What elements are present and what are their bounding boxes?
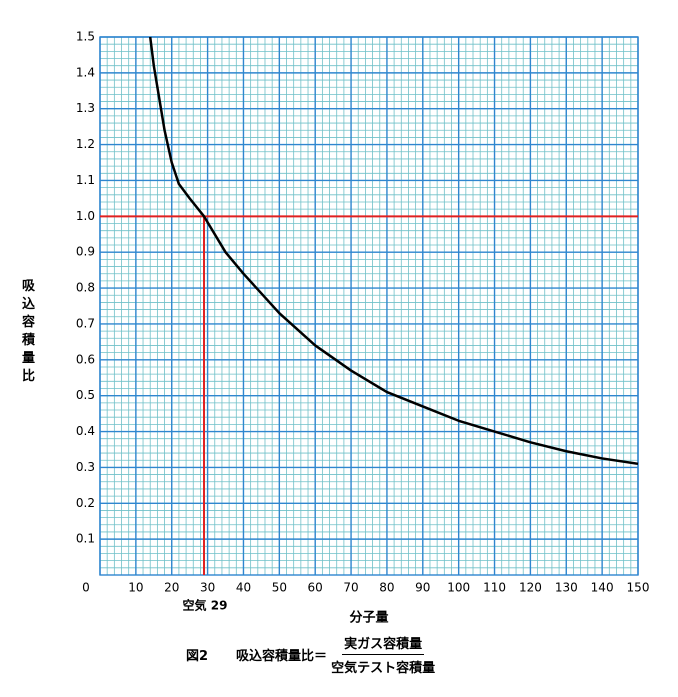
y-axis-label: 吸込容積量比 bbox=[22, 279, 36, 384]
x-tick-label: 60 bbox=[308, 581, 323, 595]
x-tick-label: 50 bbox=[272, 581, 287, 595]
x-tick-label: 20 bbox=[164, 581, 179, 595]
x-tick-label: 70 bbox=[343, 581, 358, 595]
x-tick-label: 40 bbox=[236, 581, 251, 595]
caption: 図2 吸込容積量比＝ 実ガス容積量 空気テスト容積量 bbox=[186, 633, 437, 676]
y-tick-label: 0.6 bbox=[76, 352, 95, 366]
y-tick-label: 0.5 bbox=[76, 388, 95, 402]
data-line bbox=[148, 36, 639, 466]
y-tick-label: 0.1 bbox=[76, 532, 95, 546]
x-tick-label: 80 bbox=[379, 581, 394, 595]
y-tick-label: 0.8 bbox=[76, 281, 95, 295]
x-tick-label: 0 bbox=[82, 581, 90, 595]
y-tick-label: 0.9 bbox=[76, 245, 95, 259]
annotation: 空気 29 bbox=[183, 598, 228, 613]
x-tick-label: 10 bbox=[128, 581, 143, 595]
numerator: 実ガス容積量 bbox=[342, 633, 425, 655]
figure-number: 図2 bbox=[186, 649, 209, 664]
fraction: 実ガス容積量 空気テスト容積量 bbox=[329, 633, 437, 676]
x-tick-label: 150 bbox=[627, 581, 650, 595]
x-tick-label: 100 bbox=[447, 581, 470, 595]
x-tick-label: 140 bbox=[591, 581, 614, 595]
y-tick-label: 1.1 bbox=[76, 173, 95, 187]
y-tick-label: 1.0 bbox=[76, 209, 95, 223]
x-tick-label: 120 bbox=[519, 581, 542, 595]
x-tick-label: 110 bbox=[483, 581, 506, 595]
y-tick-label: 0.3 bbox=[76, 460, 95, 474]
y-tick-label: 0.4 bbox=[76, 424, 95, 438]
x-tick-label: 130 bbox=[555, 581, 578, 595]
y-tick-label: 1.4 bbox=[76, 65, 95, 79]
y-tick-label: 0.2 bbox=[76, 496, 95, 510]
x-tick-label: 30 bbox=[200, 581, 215, 595]
y-tick-label: 0.7 bbox=[76, 316, 95, 330]
denominator: 空気テスト容積量 bbox=[331, 661, 436, 676]
x-tick-label: 90 bbox=[415, 581, 430, 595]
y-tick-label: 1.5 bbox=[76, 30, 95, 44]
x-axis-label: 分子量 bbox=[349, 610, 388, 626]
plot-border bbox=[99, 36, 639, 576]
formula-lhs: 吸込容積量比＝ bbox=[236, 649, 328, 664]
y-tick-label: 1.3 bbox=[76, 101, 95, 115]
y-tick-label: 1.2 bbox=[76, 137, 95, 151]
